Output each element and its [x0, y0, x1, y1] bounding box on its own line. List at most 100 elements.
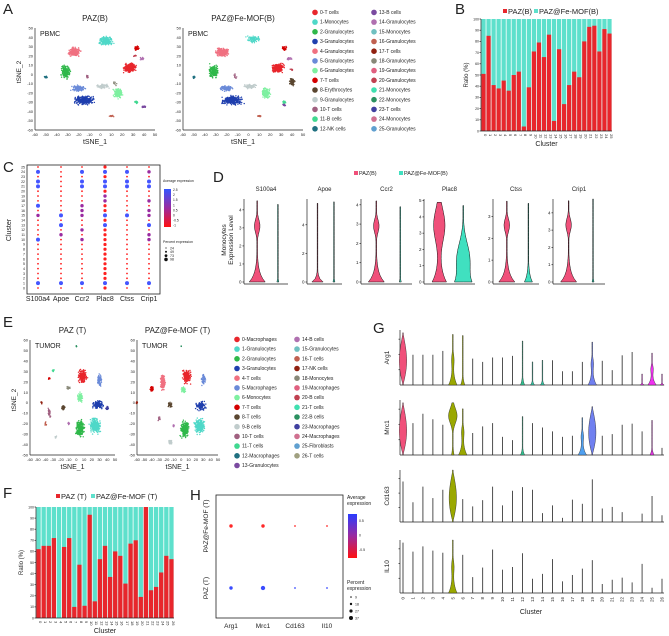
cell-point-cluster-6: [78, 395, 80, 397]
cell-point-cluster-4: [69, 53, 71, 56]
cell-point-cluster-2: [68, 74, 71, 76]
cell-point-cluster-3: [84, 97, 87, 100]
legend-swatch: [312, 48, 318, 54]
cell-point-cluster-17: [41, 402, 43, 404]
cell-point-cluster-0: [276, 71, 279, 73]
cell-point-cluster-3: [76, 99, 78, 101]
cell-point-cluster-2: [212, 66, 215, 68]
cell-point-cluster-0: [187, 370, 189, 372]
cell-point-cluster-11: [135, 101, 138, 104]
cell-point-cluster-2: [211, 68, 214, 71]
cell-point-cluster-4: [77, 55, 80, 57]
cell-point-cluster-9: [106, 85, 108, 87]
cell-point-cluster-3: [230, 97, 232, 100]
x-tick-label: -30: [156, 457, 163, 462]
legend-swatch: [371, 9, 377, 16]
cell-point-cluster-3: [222, 100, 224, 103]
cell-point-cluster-5: [98, 373, 100, 375]
x-tick-label: 50: [113, 457, 118, 462]
legend-item: 15-Monocytes: [379, 29, 411, 35]
cell-point-cluster-0: [78, 381, 81, 384]
cell-point-cluster-3: [241, 101, 243, 104]
cell-point-cluster-3: [82, 101, 85, 104]
legend-item: 23-T cells: [379, 107, 401, 113]
cell-point-cluster-3: [232, 95, 234, 97]
cell-point-cluster-13: [144, 106, 146, 108]
cell-point-cluster-6: [264, 97, 266, 99]
cell-point-cluster-3: [230, 104, 233, 106]
x-tick-label: 40: [290, 132, 295, 137]
cell-point-cluster-10: [236, 76, 238, 78]
cell-point-cluster-0: [185, 382, 187, 384]
cell-point-cluster-2: [63, 68, 65, 70]
cell-point-cluster-0: [282, 62, 284, 65]
cell-point-cluster-14: [291, 58, 293, 60]
y-tick-label: -20: [129, 421, 136, 426]
cell-point-cluster-2: [216, 67, 219, 70]
cell-point-cluster-10: [86, 75, 89, 78]
cell-point-cluster-7: [138, 47, 140, 49]
cell-point-cluster-5: [229, 87, 231, 90]
cell-point-cluster-1: [100, 37, 103, 39]
cell-point-cluster-4: [79, 50, 82, 52]
cell-point-cluster-4: [224, 54, 226, 57]
cell-point-cluster-0: [186, 376, 188, 378]
cell-point-cluster-4: [74, 46, 76, 48]
cell-point-cluster-3: [228, 97, 230, 100]
cell-point-cluster-3: [222, 99, 224, 102]
cell-point-cluster-0: [133, 69, 136, 71]
cell-point-cluster-0: [129, 67, 131, 69]
cell-point-cluster-0: [124, 67, 126, 69]
legend-swatch: [371, 29, 377, 35]
cell-point-cluster-0: [83, 380, 86, 383]
cell-point-cluster-1: [93, 429, 95, 431]
legend-swatch: [312, 19, 318, 25]
cell-point-cluster-3: [74, 97, 76, 100]
cell-point-cluster-1: [103, 41, 105, 43]
cell-point-cluster-7: [285, 46, 288, 48]
x-tick-label: -60: [27, 457, 34, 462]
cell-point-cluster-23: [106, 405, 108, 408]
cell-point-cluster-2: [67, 75, 69, 78]
cell-point-cluster-2: [60, 74, 62, 76]
cell-point-cluster-2: [214, 67, 216, 70]
x-tick-label: 10: [82, 457, 87, 462]
cell-point-cluster-4: [223, 51, 226, 53]
cell-point-cluster-5: [100, 377, 102, 379]
cell-point-cluster-6: [77, 398, 79, 400]
legend-item: 14-Granulocytes: [379, 20, 416, 26]
cell-point-cluster-1: [108, 37, 110, 39]
x-tick-label: -20: [58, 457, 65, 462]
cell-point-cluster-1: [111, 42, 113, 45]
cell-point-cluster-1: [96, 431, 98, 433]
cell-point-cluster-3: [228, 101, 231, 104]
cell-point-cluster-3: [238, 102, 240, 105]
cell-point-cluster-5: [79, 88, 82, 90]
cell-point-cluster-5: [100, 381, 103, 383]
x-tick-label: 50: [153, 132, 158, 137]
cell-point-cluster-1: [111, 41, 114, 43]
cell-point-cluster-1: [105, 43, 107, 46]
cell-point-cluster-5: [202, 374, 204, 376]
cell-point-cluster-2: [68, 68, 70, 70]
cell-point-cluster-4: [214, 51, 217, 53]
cell-point-cluster-16: [112, 114, 114, 117]
legend-item: 4-Granulocytes: [320, 49, 354, 55]
cell-point-cluster-11: [282, 102, 285, 105]
cell-point-cluster-3: [91, 102, 94, 104]
cell-point-cluster-3: [74, 100, 76, 103]
cell-point-cluster-0: [277, 67, 280, 70]
cell-point-cluster-4: [75, 52, 77, 54]
x-tick-label: 10: [109, 132, 114, 137]
cell-point-cluster-5: [75, 87, 77, 89]
cell-point-cluster-2: [63, 75, 65, 77]
cell-point-cluster-9: [98, 86, 100, 88]
cell-point-cluster-2: [214, 69, 217, 71]
x-tick-label: -10: [87, 132, 94, 137]
cell-point-cluster-3: [86, 104, 89, 106]
cell-point-cluster-3: [223, 102, 225, 105]
cell-point-cluster-6: [112, 88, 114, 91]
cell-point-cluster-0: [181, 377, 184, 379]
cell-point-cluster-0: [130, 62, 133, 64]
cell-point-cluster-1: [94, 418, 96, 420]
